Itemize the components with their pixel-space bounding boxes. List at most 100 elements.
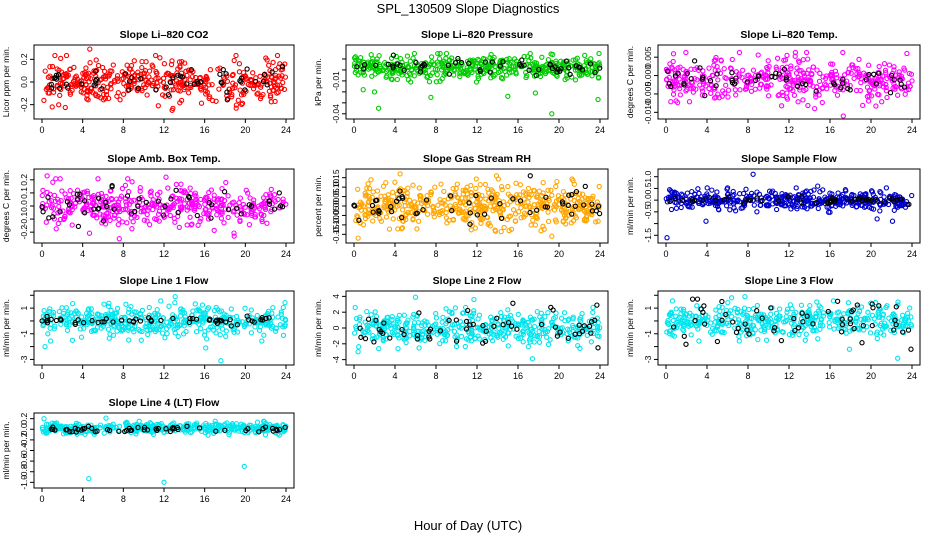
data-point	[579, 191, 586, 197]
data-point	[242, 204, 248, 210]
data-point-black	[577, 64, 583, 71]
data-point	[356, 344, 362, 350]
data-point-black	[175, 72, 181, 78]
data-point-black	[390, 52, 397, 58]
data-point	[813, 328, 819, 334]
data-point	[416, 345, 422, 351]
data-point	[211, 192, 217, 198]
data-point-black	[795, 196, 801, 203]
data-point	[493, 206, 499, 213]
data-point	[114, 305, 121, 312]
data-point	[82, 70, 88, 76]
data-point	[814, 67, 820, 73]
data-point	[280, 324, 286, 330]
data-point	[505, 330, 511, 336]
data-point	[899, 323, 905, 329]
data-point	[268, 84, 275, 90]
data-point	[437, 50, 443, 57]
y-tick-label: 0.2	[19, 53, 29, 65]
data-point	[527, 205, 533, 211]
data-point	[817, 70, 823, 77]
data-point	[357, 199, 364, 205]
y-tick-label: 0.00	[331, 197, 341, 214]
data-point	[796, 67, 802, 74]
data-point-black	[64, 199, 71, 205]
data-point	[516, 322, 522, 328]
data-point	[440, 314, 446, 321]
data-point-black	[752, 77, 759, 84]
x-tick-label: 12	[784, 125, 794, 135]
data-point	[164, 70, 171, 76]
data-point	[793, 185, 799, 191]
y-tick-label: 0	[331, 325, 341, 330]
data-point	[764, 317, 770, 323]
data-point-black	[385, 61, 391, 67]
data-point	[884, 94, 890, 101]
data-point-black	[729, 77, 735, 83]
data-point-black	[827, 197, 833, 204]
y-tick-label: 0.0	[19, 200, 29, 212]
data-point	[868, 205, 875, 212]
data-point	[755, 52, 761, 58]
data-point	[49, 104, 55, 110]
data-point-black	[463, 318, 470, 325]
data-point	[681, 74, 687, 81]
data-point	[492, 63, 498, 70]
data-point-black	[261, 72, 268, 78]
data-point	[518, 205, 524, 211]
page-title: SPL_130509 Slope Diagnostics	[376, 1, 560, 16]
data-point	[395, 315, 401, 322]
data-point	[907, 305, 913, 311]
data-point	[126, 337, 132, 343]
panel-title: Slope Line 1 Flow	[120, 275, 210, 287]
data-point-black	[772, 74, 778, 80]
data-point	[813, 91, 819, 97]
data-point	[184, 72, 190, 79]
data-point	[515, 335, 521, 342]
data-point	[380, 337, 386, 344]
data-point	[482, 181, 489, 188]
data-point-black	[505, 319, 512, 326]
data-point-black	[581, 323, 587, 329]
data-point	[390, 189, 396, 195]
data-point	[752, 327, 758, 333]
data-point	[150, 326, 156, 332]
data-point	[536, 188, 543, 194]
data-point	[525, 54, 531, 60]
data-point	[874, 216, 880, 222]
data-point	[415, 200, 421, 206]
data-point-black	[800, 319, 806, 325]
data-point	[209, 81, 215, 88]
data-point-black	[569, 211, 575, 217]
data-point	[784, 96, 791, 102]
data-point	[438, 181, 444, 187]
data-point	[533, 210, 539, 217]
data-point	[158, 298, 164, 304]
data-point	[553, 219, 559, 225]
data-point-black	[665, 68, 671, 74]
data-point	[768, 311, 774, 317]
data-point	[561, 310, 568, 316]
x-tick-label: 0	[39, 371, 44, 381]
data-point	[440, 337, 446, 344]
data-point	[815, 205, 821, 212]
x-tick-label: 0	[39, 125, 44, 135]
data-point	[256, 205, 263, 212]
data-point	[788, 65, 794, 72]
data-point	[790, 199, 796, 205]
data-point	[173, 195, 180, 201]
data-point-black	[838, 329, 845, 335]
data-point	[411, 73, 417, 79]
data-point	[862, 315, 868, 321]
data-point	[664, 235, 670, 241]
data-point	[104, 214, 110, 220]
data-point	[185, 90, 192, 96]
data-point	[211, 227, 217, 234]
data-point-black	[672, 196, 678, 202]
data-point-black	[582, 183, 588, 190]
data-point	[114, 73, 121, 79]
data-point	[139, 197, 146, 203]
data-point	[254, 312, 260, 319]
data-point	[148, 193, 154, 199]
data-point	[534, 333, 541, 340]
